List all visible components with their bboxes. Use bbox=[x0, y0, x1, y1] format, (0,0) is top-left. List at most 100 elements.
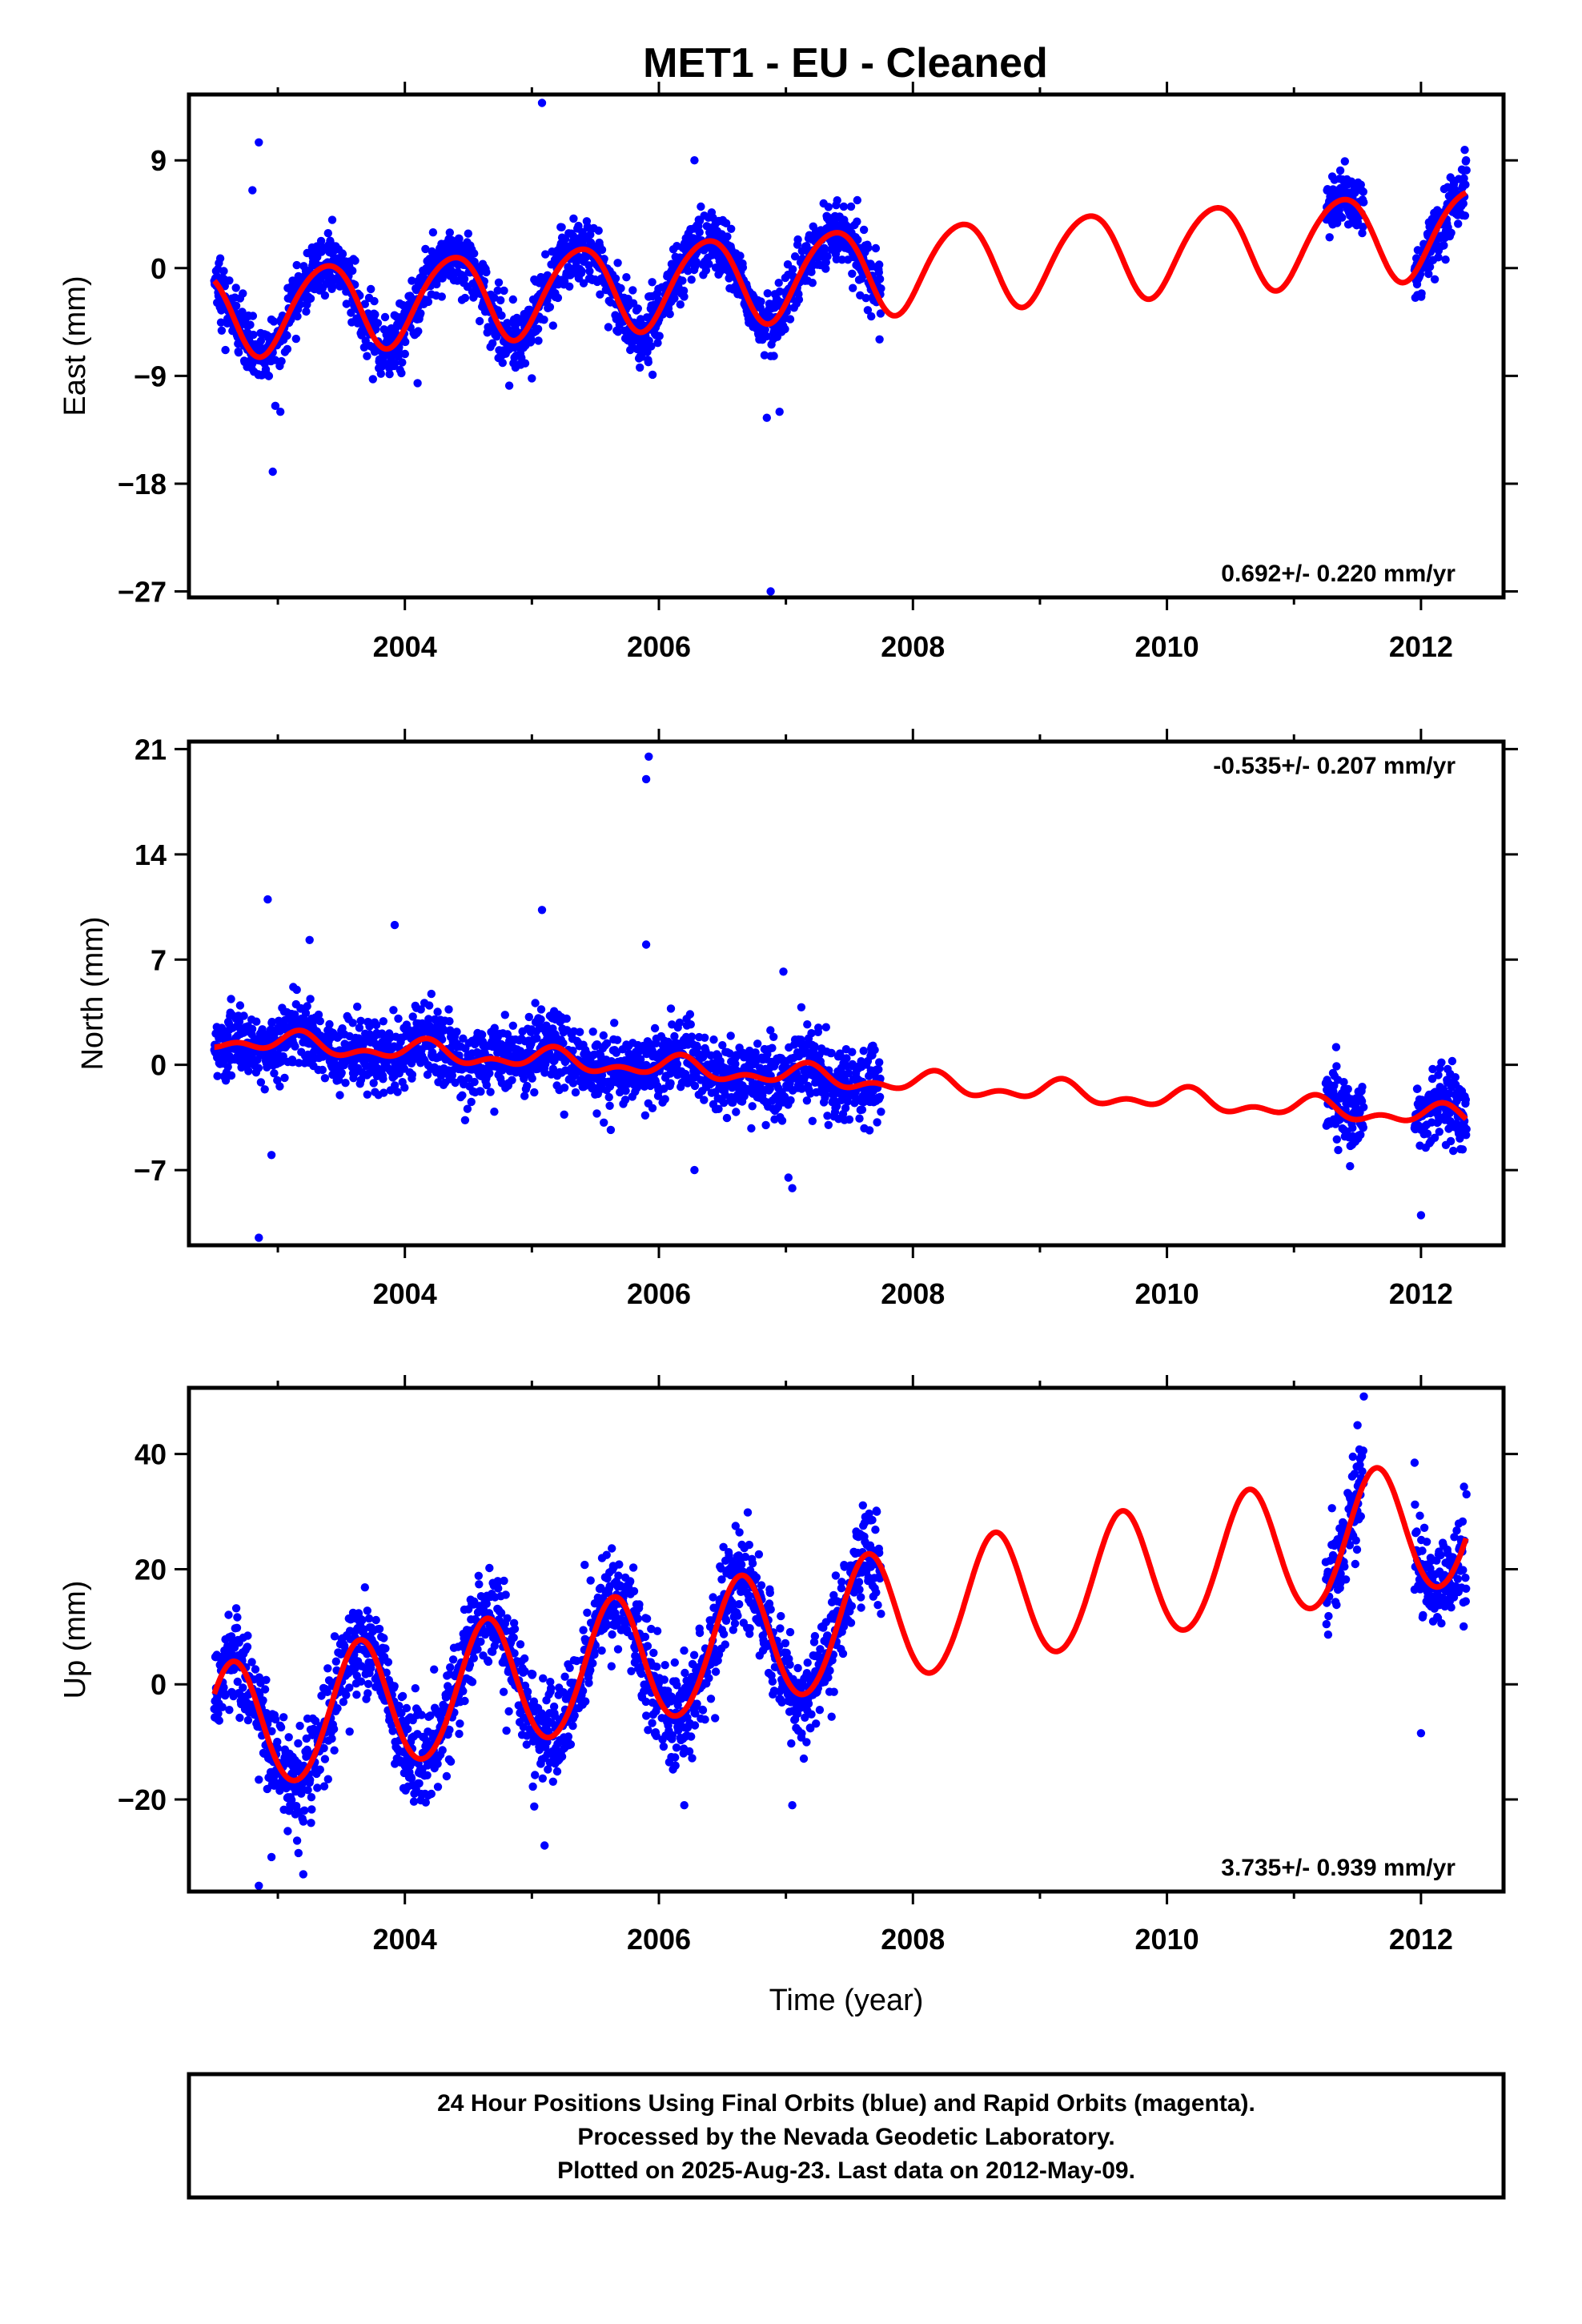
up-data-point bbox=[215, 1716, 223, 1725]
north-data-point bbox=[292, 985, 301, 995]
east-data-point bbox=[875, 335, 884, 344]
north-data-point bbox=[427, 989, 436, 999]
north-data-point bbox=[500, 1011, 509, 1019]
east-data-point bbox=[687, 275, 696, 284]
north-data-point bbox=[751, 1048, 760, 1057]
east-data-point bbox=[424, 297, 433, 307]
north-data-point bbox=[320, 1074, 330, 1083]
east-data-point bbox=[721, 219, 731, 227]
east-data-point bbox=[351, 256, 359, 265]
north-data-point bbox=[356, 1016, 365, 1026]
east-data-point bbox=[548, 321, 557, 330]
east-data-point bbox=[1417, 289, 1426, 298]
east-data-point bbox=[1434, 253, 1443, 262]
north-data-point bbox=[661, 1095, 669, 1104]
east-data-point bbox=[794, 295, 804, 304]
north-data-point bbox=[650, 1023, 660, 1033]
page-title: MET1 - EU - Cleaned bbox=[643, 40, 1048, 86]
up-data-point bbox=[247, 1658, 256, 1667]
north-data-point bbox=[548, 1064, 557, 1074]
north-data-point bbox=[400, 1084, 409, 1092]
north-data-point bbox=[408, 1070, 417, 1080]
north-data-point bbox=[458, 1091, 467, 1100]
north-data-point bbox=[875, 1058, 884, 1067]
east-data-point bbox=[833, 244, 842, 254]
east-data-point bbox=[648, 278, 656, 287]
north-data-point bbox=[821, 1023, 831, 1031]
east-data-point bbox=[723, 232, 732, 241]
north-data-point bbox=[508, 1076, 516, 1085]
east-data-point bbox=[727, 224, 736, 233]
up-xtick-label: 2012 bbox=[1389, 1923, 1453, 1956]
east-data-point bbox=[653, 339, 662, 348]
north-data-point bbox=[520, 1074, 528, 1084]
north-data-point bbox=[877, 1108, 885, 1116]
east-data-point bbox=[316, 236, 326, 246]
up-data-point bbox=[224, 1610, 233, 1619]
north-data-point bbox=[1334, 1145, 1343, 1155]
east-data-point bbox=[692, 257, 701, 267]
east-data-point bbox=[613, 328, 623, 336]
north-data-point bbox=[303, 1002, 311, 1011]
up-data-point bbox=[468, 1678, 477, 1687]
north-data-point bbox=[314, 1010, 323, 1019]
north-data-point bbox=[865, 1126, 874, 1135]
up-data-point bbox=[342, 1691, 351, 1699]
north-data-point bbox=[530, 1088, 539, 1097]
east-data-point bbox=[839, 202, 849, 211]
north-data-point bbox=[1358, 1083, 1367, 1092]
north-outlier-point bbox=[690, 1165, 699, 1175]
east-data-point bbox=[373, 319, 383, 328]
east-rate-label: 0.692+/- 0.220 mm/yr bbox=[1221, 561, 1456, 587]
north-outlier-point bbox=[537, 906, 547, 915]
north-data-point bbox=[753, 1039, 762, 1048]
east-ytick-label: −18 bbox=[118, 468, 167, 501]
north-data-point bbox=[612, 1035, 622, 1044]
east-data-point bbox=[846, 202, 856, 211]
up-data-point bbox=[307, 1793, 316, 1802]
north-data-point bbox=[348, 1019, 357, 1027]
north-data-point bbox=[270, 1069, 279, 1078]
north-data-point bbox=[666, 1079, 675, 1088]
north-data-point bbox=[842, 1054, 851, 1063]
up-data-point bbox=[402, 1703, 412, 1713]
up-data-point bbox=[455, 1729, 464, 1739]
north-data-point bbox=[769, 1032, 778, 1042]
east-data-point bbox=[697, 202, 705, 211]
east-data-point bbox=[460, 293, 470, 303]
east-data-point bbox=[616, 283, 625, 293]
east-data-point bbox=[849, 283, 857, 292]
east-data-point bbox=[736, 251, 745, 260]
up-data-point bbox=[482, 1599, 491, 1608]
up-xtick-label: 2004 bbox=[373, 1923, 437, 1956]
north-data-point bbox=[536, 1015, 545, 1024]
north-data-point bbox=[855, 1114, 864, 1123]
up-data-point bbox=[295, 1721, 304, 1731]
east-data-point bbox=[292, 260, 301, 270]
east-data-point bbox=[271, 356, 279, 364]
north-data-point bbox=[600, 1118, 608, 1128]
east-data-point bbox=[428, 228, 438, 237]
east-data-point bbox=[848, 269, 857, 278]
up-data-point bbox=[358, 1616, 367, 1625]
east-data-point bbox=[676, 300, 685, 309]
east-data-point bbox=[416, 309, 425, 318]
east-data-point bbox=[527, 336, 536, 345]
east-outlier-point bbox=[413, 379, 422, 388]
up-data-point bbox=[411, 1684, 420, 1693]
up-data-point bbox=[300, 1806, 309, 1815]
north-data-point bbox=[610, 1019, 619, 1027]
north-data-point bbox=[1449, 1146, 1458, 1156]
east-data-point bbox=[497, 311, 506, 320]
north-data-point bbox=[459, 1034, 468, 1043]
north-data-point bbox=[247, 1024, 257, 1034]
up-data-point bbox=[243, 1715, 253, 1725]
north-data-point bbox=[1446, 1136, 1456, 1146]
up-data-point bbox=[323, 1775, 332, 1783]
east-ytick-label: −9 bbox=[134, 360, 167, 392]
east-data-point bbox=[540, 316, 548, 324]
east-data-point bbox=[291, 334, 300, 344]
north-data-point bbox=[1359, 1103, 1368, 1112]
north-data-point bbox=[559, 1039, 568, 1047]
